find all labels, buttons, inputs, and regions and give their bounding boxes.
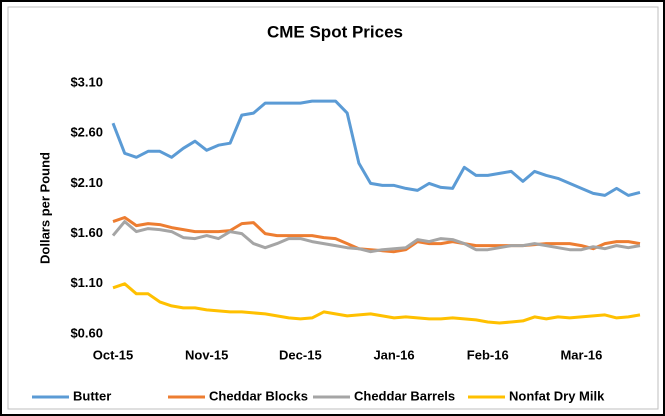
y-tick-label: $1.10 [70,275,103,290]
legend-label: Nonfat Dry Milk [509,388,605,403]
legend-label: Cheddar Blocks [209,388,308,403]
y-tick-label: $3.10 [70,74,103,89]
x-tick-label: Feb-16 [467,347,509,362]
legend-label: Cheddar Barrels [354,388,455,403]
line-series [112,282,641,325]
y-tick-label: $2.10 [70,175,103,190]
chart-frame [7,6,659,410]
x-tick-label: Jan-16 [373,347,414,362]
line-series [111,99,641,197]
x-tick-label: Nov-15 [185,347,228,362]
x-tick-label: Mar-16 [560,347,602,362]
x-tick-label: Dec-15 [279,347,322,362]
y-tick-label: $1.60 [70,225,103,240]
legend-label: Butter [73,388,111,403]
chart-title: CME Spot Prices [267,22,403,41]
y-axis-label: Dollars per Pound [37,152,52,264]
line-series [111,220,641,254]
y-tick-label: $2.60 [70,125,103,140]
y-tick-label: $0.60 [70,325,103,340]
x-tick-label: Oct-15 [93,347,133,362]
